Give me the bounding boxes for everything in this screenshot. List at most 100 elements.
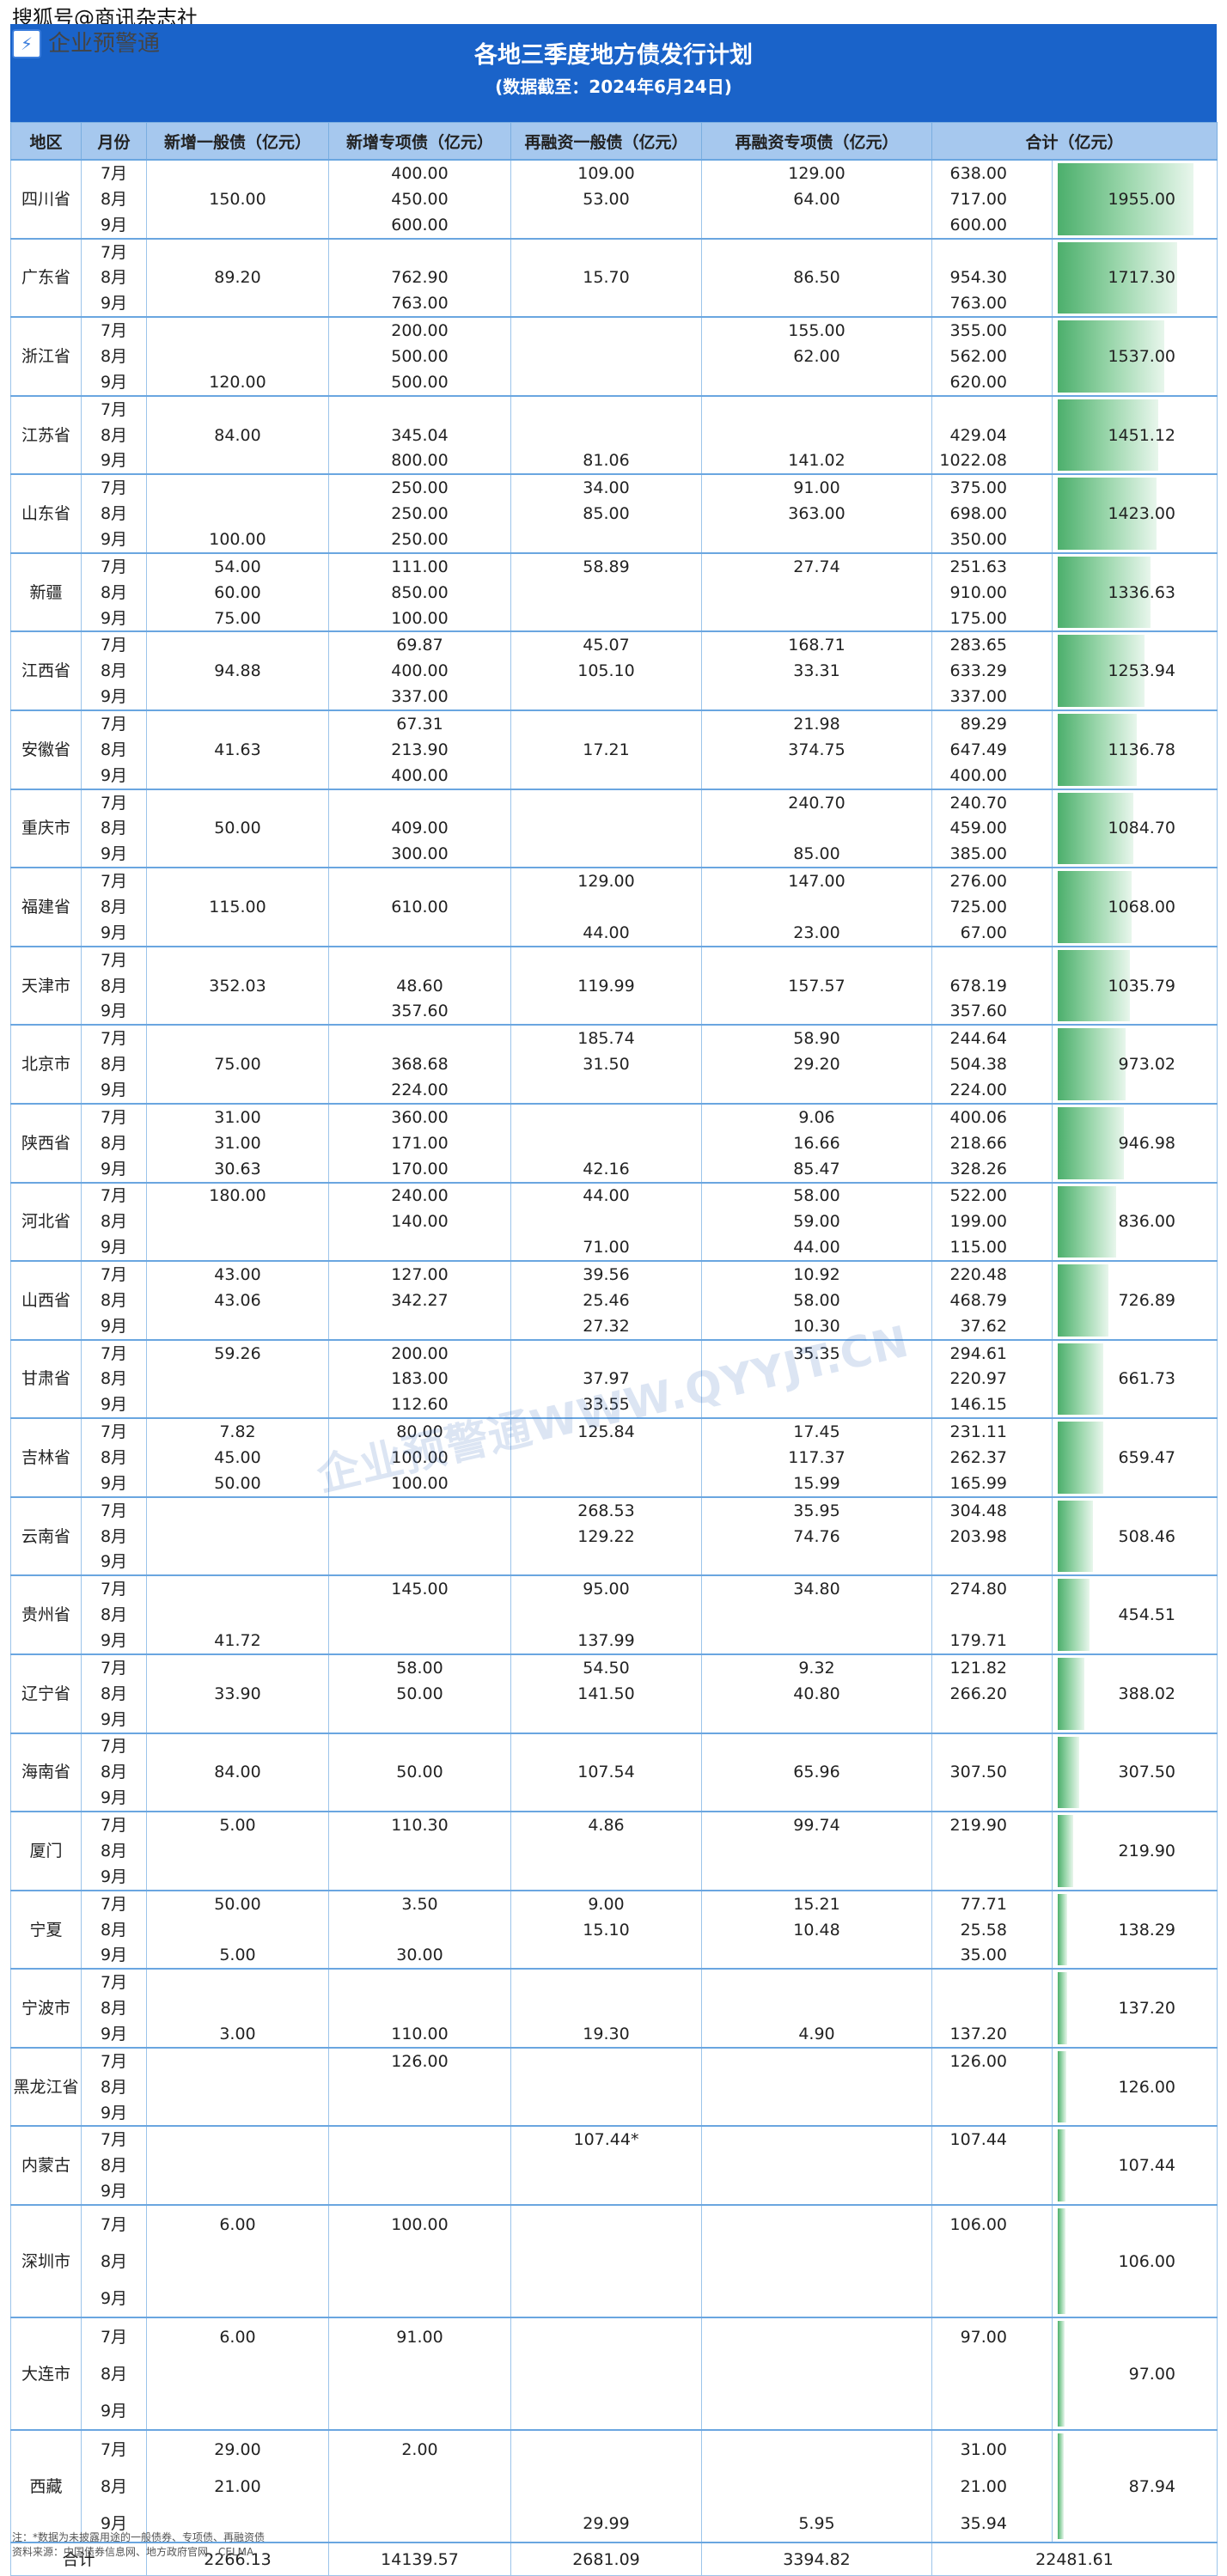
table-row: 9月 <box>11 1863 1218 1891</box>
value-cell: 129.22 <box>510 1523 702 1550</box>
month-cell: 8月 <box>81 1051 147 1078</box>
month-cell: 7月 <box>81 1732 147 1760</box>
value-cell: 137.99 <box>510 1628 702 1654</box>
table-row: 8月 <box>11 2074 1218 2100</box>
table-row: 8月 352.03 48.60 119.99 157.57 678.19 <box>11 972 1218 999</box>
value-cell <box>701 1968 932 1996</box>
region-cell: 厦门 <box>10 1811 82 1891</box>
region-total-value: 726.89 <box>1118 1290 1176 1310</box>
value-cell: 100.00 <box>328 1470 511 1497</box>
value-cell: 99.74 <box>701 1811 932 1838</box>
table-row: 9月 400.00 400.00 <box>11 762 1218 789</box>
table-row: 9月 29.99 5.95 35.94 <box>11 2505 1218 2543</box>
value-cell <box>328 2178 511 2206</box>
month-cell: 9月 <box>81 368 147 396</box>
value-cell: 31.00 <box>931 2429 1053 2469</box>
value-cell: 21.98 <box>701 709 932 737</box>
table-row: 云南省 7月 268.53 35.95 304.48 508.46 <box>10 1495 1218 1576</box>
month-cell: 9月 <box>81 1549 147 1576</box>
value-cell <box>510 762 702 789</box>
value-cell: 171.00 <box>328 1130 511 1156</box>
value-cell <box>510 1995 702 2022</box>
value-cell <box>510 1445 702 1471</box>
table-row: 8月 <box>11 1602 1218 1629</box>
region-cell: 宁波市 <box>10 1968 82 2048</box>
month-cell: 7月 <box>81 630 147 659</box>
month-cell: 7月 <box>81 2317 147 2356</box>
footnotes: 注：*数据为未披露用途的一般债券、专项债、再融资债 资料来源：中国债券信息网、地… <box>12 2530 265 2560</box>
sum-row: 合计 2266.13 14139.57 2681.09 3394.82 22481.61 <box>10 2542 1218 2576</box>
value-cell <box>146 1995 329 2022</box>
value-cell <box>328 237 511 265</box>
value-cell <box>146 1392 329 1419</box>
value-cell: 31.00 <box>146 1102 329 1130</box>
value-cell <box>510 605 702 632</box>
value-cell <box>931 394 1053 423</box>
region-total-bar <box>1058 1028 1126 1100</box>
bond-issuance-table: 地区 月份 新增一般债（亿元） 新增专项债（亿元） 再融资一般债（亿元） 再融资… <box>10 122 1218 2576</box>
value-cell: 48.60 <box>328 972 511 999</box>
region-total-bar <box>1058 163 1193 235</box>
value-cell: 250.00 <box>328 473 511 502</box>
value-cell: 350.00 <box>931 527 1053 553</box>
table-row: 9月 600.00 600.00 <box>11 211 1218 239</box>
value-cell <box>931 1863 1053 1891</box>
value-cell: 500.00 <box>328 344 511 369</box>
value-cell <box>931 2099 1053 2127</box>
region-total-bar-wrap: 454.51 <box>1053 1576 1217 1653</box>
region-total-cell: 1068.00 <box>1051 867 1218 947</box>
value-cell <box>701 998 932 1026</box>
value-cell: 762.90 <box>328 265 511 291</box>
value-cell <box>146 788 329 816</box>
value-cell: 266.20 <box>931 1680 1053 1707</box>
value-cell: 115.00 <box>146 894 329 920</box>
region-total-bar <box>1058 2433 1065 2540</box>
month-cell: 7月 <box>81 1338 147 1367</box>
value-cell <box>510 422 702 448</box>
value-cell <box>146 1523 329 1550</box>
table-row: 安徽省 7月 67.31 21.98 89.29 1136.78 <box>10 709 1218 789</box>
value-cell: 352.03 <box>146 972 329 999</box>
value-cell <box>510 1077 702 1104</box>
region-total-bar-wrap: 138.29 <box>1053 1891 1217 1969</box>
month-cell: 8月 <box>81 2468 147 2506</box>
region-cell: 河北省 <box>10 1181 82 1262</box>
value-cell: 6.00 <box>146 2204 329 2244</box>
month-cell: 8月 <box>81 2153 147 2179</box>
table-row: 9月 71.00 44.00 115.00 <box>11 1234 1218 1262</box>
value-cell: 5.00 <box>146 1942 329 1970</box>
value-cell: 218.66 <box>931 1130 1053 1156</box>
month-cell: 7月 <box>81 1024 147 1052</box>
value-cell: 35.35 <box>701 1338 932 1367</box>
region-total-cell: 1253.94 <box>1051 630 1218 711</box>
value-cell: 4.86 <box>510 1811 702 1838</box>
region-total-cell: 137.20 <box>1051 1968 1218 2048</box>
month-cell: 9月 <box>81 290 147 318</box>
month-cell: 7月 <box>81 1653 147 1681</box>
value-cell: 33.55 <box>510 1392 702 1419</box>
month-cell: 9月 <box>81 1392 147 1419</box>
table-row: 河北省 7月 180.00 240.00 44.00 58.00 522.00 836.00 <box>10 1181 1218 1262</box>
value-cell: 717.00 <box>931 186 1053 212</box>
value-cell <box>146 2392 329 2431</box>
value-cell: 155.00 <box>701 316 932 344</box>
value-cell <box>701 1732 932 1760</box>
value-cell <box>146 1209 329 1235</box>
value-cell <box>146 1968 329 1996</box>
value-cell <box>146 2099 329 2127</box>
region-total-bar-wrap: 1084.70 <box>1053 790 1217 868</box>
value-cell: 231.11 <box>931 1417 1053 1446</box>
table-row: 9月 100.00 250.00 350.00 <box>11 527 1218 553</box>
region-total-value: 836.00 <box>1118 1212 1176 1232</box>
month-cell: 9月 <box>81 684 147 711</box>
col-refi-general: 再融资一般债（亿元） <box>510 122 702 161</box>
value-cell <box>701 762 932 789</box>
value-cell <box>931 2178 1053 2206</box>
value-cell: 60.00 <box>146 579 329 606</box>
region-total-cell: 97.00 <box>1051 2317 1218 2431</box>
value-cell <box>146 762 329 789</box>
value-cell <box>510 2243 702 2281</box>
value-cell: 170.00 <box>328 1155 511 1183</box>
value-cell: 203.98 <box>931 1523 1053 1550</box>
value-cell: 75.00 <box>146 1051 329 1078</box>
